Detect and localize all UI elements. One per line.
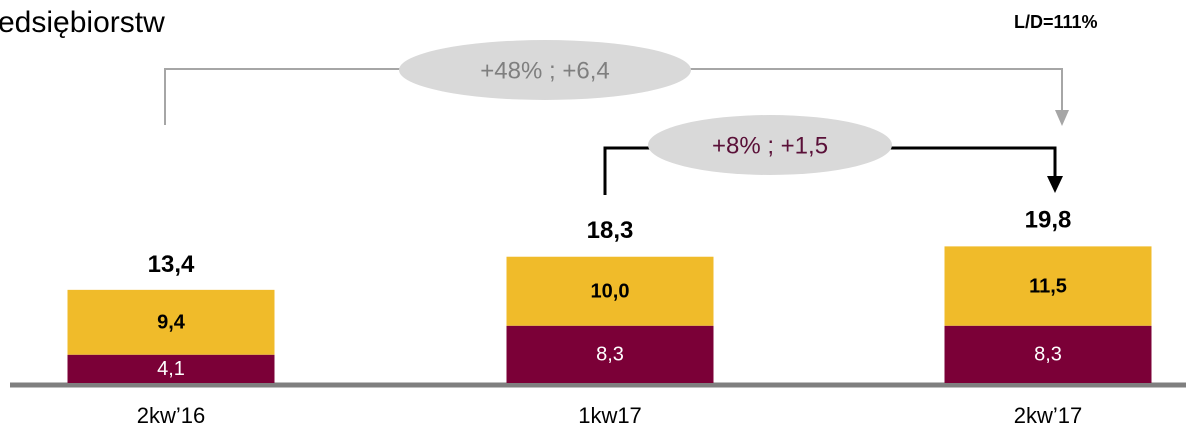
bar-segment bbox=[944, 325, 1152, 383]
bar-segment bbox=[506, 256, 714, 326]
badge bbox=[648, 115, 892, 175]
value-label: 9,4 bbox=[157, 312, 186, 334]
arrowhead bbox=[1055, 110, 1069, 126]
bar-segment bbox=[67, 354, 275, 383]
bar-segment bbox=[67, 289, 275, 355]
value-label: 11,5 bbox=[1029, 275, 1067, 297]
change-note: +8% ; +1,5 bbox=[712, 132, 828, 159]
arrowhead bbox=[1047, 176, 1063, 193]
value-label: 4,1 bbox=[157, 358, 185, 380]
total-label: 18,3 bbox=[587, 217, 634, 244]
ratio-note: L/D=111% bbox=[1014, 12, 1098, 32]
x-tick-label: 2kw’16 bbox=[137, 403, 205, 428]
total-label: 13,4 bbox=[148, 251, 195, 278]
badge bbox=[399, 40, 691, 100]
change-note: +48% ; +6,4 bbox=[480, 57, 609, 84]
value-label: 8,3 bbox=[1034, 344, 1062, 366]
total-label: 19,8 bbox=[1025, 207, 1072, 234]
x-tick-label: 1kw17 bbox=[578, 403, 642, 428]
bar-segment bbox=[506, 325, 714, 383]
chart-title: edsiębiorstw bbox=[0, 6, 165, 39]
value-label: 8,3 bbox=[596, 344, 624, 366]
value-label: 10,0 bbox=[591, 281, 630, 303]
bar-segment bbox=[944, 246, 1152, 326]
x-tick-label: 2kw’17 bbox=[1014, 403, 1082, 428]
